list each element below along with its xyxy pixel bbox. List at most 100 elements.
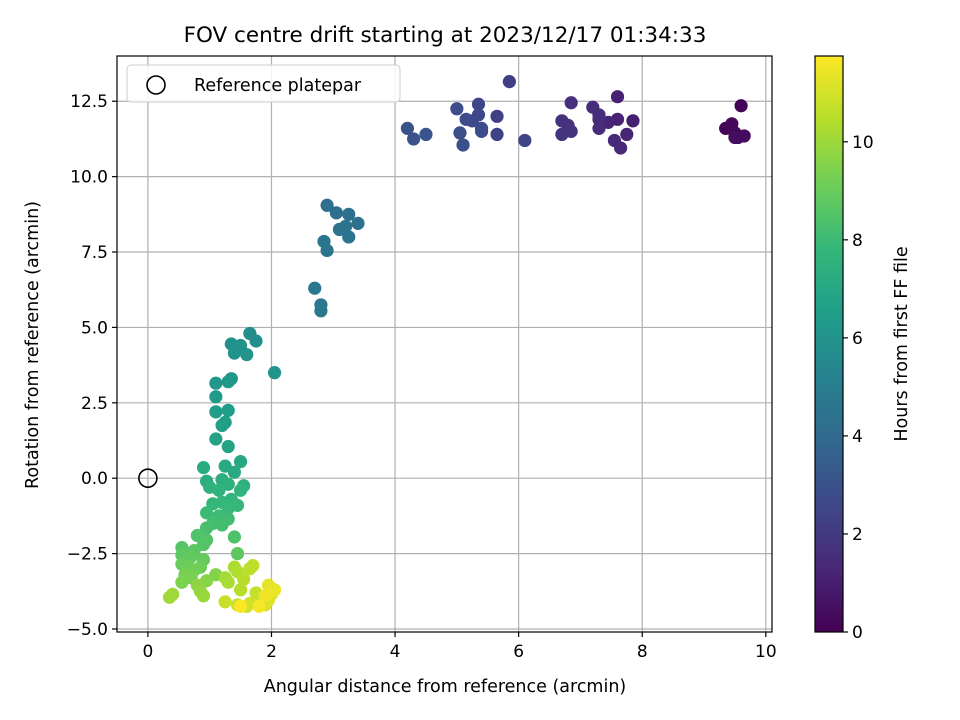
data-point [252, 599, 266, 613]
data-point [175, 575, 189, 589]
y-tick-label: 0.0 [81, 469, 108, 489]
colorbar-tick-label: 4 [852, 427, 863, 447]
legend-label: Reference platepar [194, 76, 362, 96]
data-point [196, 589, 211, 603]
data-point [230, 546, 245, 561]
data-point [620, 127, 634, 142]
data-point [308, 281, 322, 295]
y-tick-label: 5.0 [81, 318, 108, 338]
y-tick-label: 10.0 [70, 168, 108, 188]
colorbar-label: Hours from first FF file [892, 246, 912, 441]
data-point [209, 432, 223, 446]
data-point [453, 126, 467, 140]
x-tick-label: 4 [390, 642, 401, 662]
data-point [233, 583, 248, 597]
data-point [490, 109, 504, 123]
data-point [258, 589, 272, 603]
data-point [233, 455, 248, 469]
y-tick-label: −5.0 [67, 620, 108, 640]
reference-platepar-marker [138, 468, 158, 488]
data-point [419, 127, 433, 142]
colorbar-tick-label: 6 [852, 329, 863, 349]
data-point [246, 559, 260, 573]
data-point [221, 575, 235, 589]
colorbar-tick-label: 0 [852, 623, 863, 643]
colorbar-ticks: 0 2 4 6 8 10 [843, 133, 874, 643]
data-points [162, 75, 751, 613]
data-point [407, 132, 421, 146]
legend-box [126, 64, 401, 103]
data-point [474, 124, 489, 138]
data-point [459, 112, 473, 126]
data-point [342, 230, 356, 244]
data-point [342, 207, 356, 221]
y-axis-label: Rotation from reference (arcmin) [23, 201, 43, 489]
legend-marker [146, 75, 166, 95]
data-point [199, 521, 214, 535]
data-point [215, 518, 229, 532]
data-point [240, 347, 254, 362]
data-point [221, 439, 235, 454]
data-point [351, 216, 365, 230]
data-point [564, 96, 578, 110]
x-axis-ticks: 0 2 4 6 8 10 [142, 632, 777, 662]
x-tick-label: 0 [142, 642, 153, 662]
y-tick-label: −2.5 [67, 545, 108, 565]
data-point [329, 206, 343, 220]
data-point [233, 483, 248, 497]
chart-title: FOV centre drift starting at 2023/12/17 … [184, 23, 707, 48]
grid [117, 56, 772, 632]
data-point [734, 99, 748, 113]
data-point [212, 483, 226, 497]
data-point [314, 304, 328, 318]
data-point [267, 366, 282, 380]
data-point [592, 121, 606, 135]
y-tick-label: 2.5 [81, 394, 108, 414]
data-point [227, 346, 242, 360]
x-tick-label: 6 [513, 642, 524, 662]
data-point [610, 90, 625, 104]
data-point [456, 138, 470, 152]
colorbar-tick-label: 8 [852, 231, 863, 251]
data-point [233, 599, 248, 613]
data-point [215, 418, 229, 433]
data-point [320, 198, 334, 212]
colorbar-tick-label: 2 [852, 525, 863, 545]
data-point [209, 376, 223, 390]
data-point [227, 530, 242, 544]
x-axis-label: Angular distance from reference (arcmin) [264, 677, 627, 697]
colorbar-tick-label: 10 [852, 133, 874, 153]
data-point [249, 334, 263, 348]
x-tick-label: 8 [637, 642, 648, 662]
data-point [162, 590, 177, 604]
y-tick-label: 7.5 [81, 243, 108, 263]
y-tick-label: 12.5 [70, 92, 108, 112]
y-axis-ticks: −5.0 −2.5 0.0 2.5 5.0 7.5 10.0 12.5 [67, 92, 117, 640]
data-point [221, 403, 235, 417]
data-point [320, 243, 334, 258]
data-point [227, 465, 242, 479]
data-point [209, 405, 223, 419]
data-point [471, 97, 486, 111]
data-point [502, 75, 516, 89]
data-point [400, 121, 415, 135]
colorbar [814, 55, 844, 633]
data-point [221, 375, 235, 389]
data-point [450, 102, 464, 116]
x-tick-label: 10 [755, 642, 777, 662]
data-point [614, 141, 628, 155]
data-point [728, 130, 742, 145]
data-point [218, 595, 232, 609]
data-point [626, 114, 640, 128]
data-point [237, 572, 251, 586]
data-point [199, 506, 214, 520]
legend: Reference platepar [126, 64, 401, 103]
x-tick-label: 2 [266, 642, 277, 662]
data-point [490, 127, 504, 142]
data-point [196, 461, 211, 475]
data-point [221, 501, 235, 515]
data-point [209, 390, 223, 404]
plot-frame [116, 55, 773, 633]
data-point [339, 219, 353, 233]
